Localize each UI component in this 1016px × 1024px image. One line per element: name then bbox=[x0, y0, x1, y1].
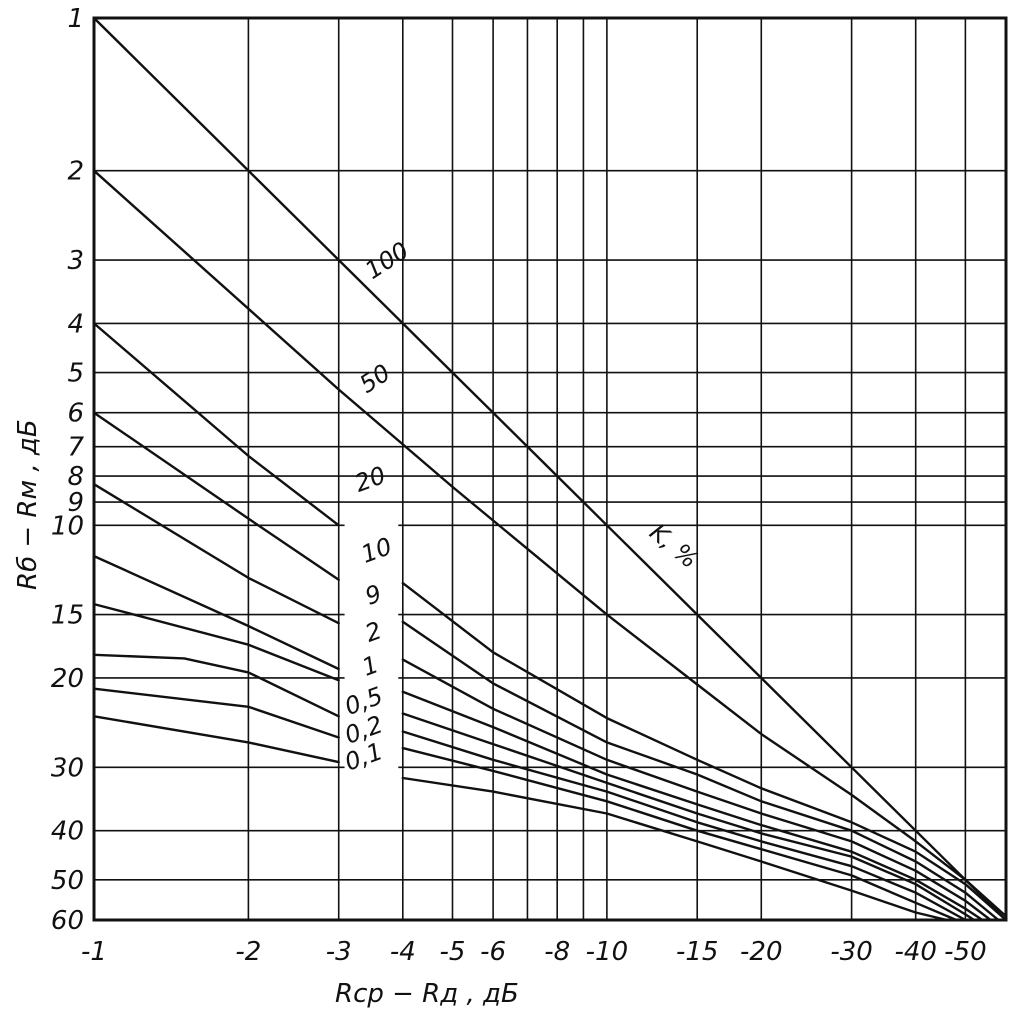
y-axis-title: Rб − Rм , дБ bbox=[13, 419, 43, 590]
curve-label: 20 bbox=[351, 461, 389, 498]
curve-k-0-5 bbox=[401, 730, 967, 922]
curve-label: 100 bbox=[360, 236, 414, 284]
curve-k-0-1 bbox=[401, 776, 948, 922]
x-tick-label: -6 bbox=[480, 937, 506, 967]
y-tick-label: 40 bbox=[51, 817, 84, 847]
curve-k-2 bbox=[92, 554, 340, 671]
y-tick-label: 15 bbox=[51, 601, 84, 631]
x-tick-label: -1 bbox=[81, 937, 107, 967]
y-tick-label: 20 bbox=[51, 664, 84, 694]
label-gap bbox=[344, 506, 399, 795]
y-tick-label: 8 bbox=[67, 462, 84, 492]
curve-k-1 bbox=[401, 712, 976, 922]
x-tick-label: -20 bbox=[740, 937, 782, 967]
curve-k-10 bbox=[92, 411, 340, 581]
x-tick-label: -8 bbox=[544, 937, 570, 967]
curve-k-2 bbox=[401, 690, 984, 922]
x-tick-label: -40 bbox=[894, 937, 936, 967]
curve-k-0-2 bbox=[401, 746, 958, 922]
x-tick-label: -2 bbox=[235, 937, 261, 967]
plot-frame bbox=[92, 16, 1008, 922]
x-tick-label: -3 bbox=[326, 937, 352, 967]
x-axis-title: Rср − Rд , дБ bbox=[335, 979, 519, 1009]
curve-label: 50 bbox=[355, 359, 396, 399]
y-tick-label: 60 bbox=[51, 906, 84, 936]
y-tick-label: 1 bbox=[67, 4, 84, 34]
x-tick-label: -15 bbox=[676, 937, 718, 967]
curve-k-0-5 bbox=[92, 653, 340, 718]
y-tick-label: 7 bbox=[67, 433, 84, 463]
curve-k-20 bbox=[92, 322, 340, 527]
x-tick-label: -30 bbox=[830, 937, 872, 967]
curve-k-0-2 bbox=[92, 687, 340, 739]
curve-group bbox=[92, 16, 1008, 922]
y-tick-label: 2 bbox=[67, 157, 84, 187]
y-tick-label: 4 bbox=[67, 309, 84, 339]
curve-k-10 bbox=[401, 620, 1000, 922]
y-tick-label: 30 bbox=[51, 753, 84, 783]
parameter-label: K, % bbox=[644, 518, 703, 574]
x-tick-label: -4 bbox=[390, 937, 416, 967]
curve-k-100 bbox=[92, 16, 1008, 922]
x-tick-label: -5 bbox=[440, 937, 466, 967]
y-tick-label: 3 bbox=[67, 246, 84, 276]
curve-k-50 bbox=[92, 169, 1008, 918]
y-tick-label: 50 bbox=[51, 866, 84, 896]
curve-k-0-1 bbox=[92, 715, 340, 764]
curve-k-9 bbox=[92, 483, 340, 625]
y-tick-label: 5 bbox=[67, 359, 84, 389]
x-tick-label: -10 bbox=[586, 937, 628, 967]
curve-k-9 bbox=[401, 658, 992, 922]
curve-k-20 bbox=[401, 581, 1008, 922]
y-tick-label: 10 bbox=[51, 511, 84, 541]
y-tick-label: 9 bbox=[67, 488, 84, 518]
y-tick-label: 6 bbox=[67, 399, 84, 429]
x-tick-labels: -1 -2 -3 -4 -5 -6 -8 -10 -15 -20 -30 -40 -50 bbox=[81, 937, 987, 967]
curve-k-1 bbox=[92, 602, 340, 682]
x-tick-label: -50 bbox=[944, 937, 986, 967]
